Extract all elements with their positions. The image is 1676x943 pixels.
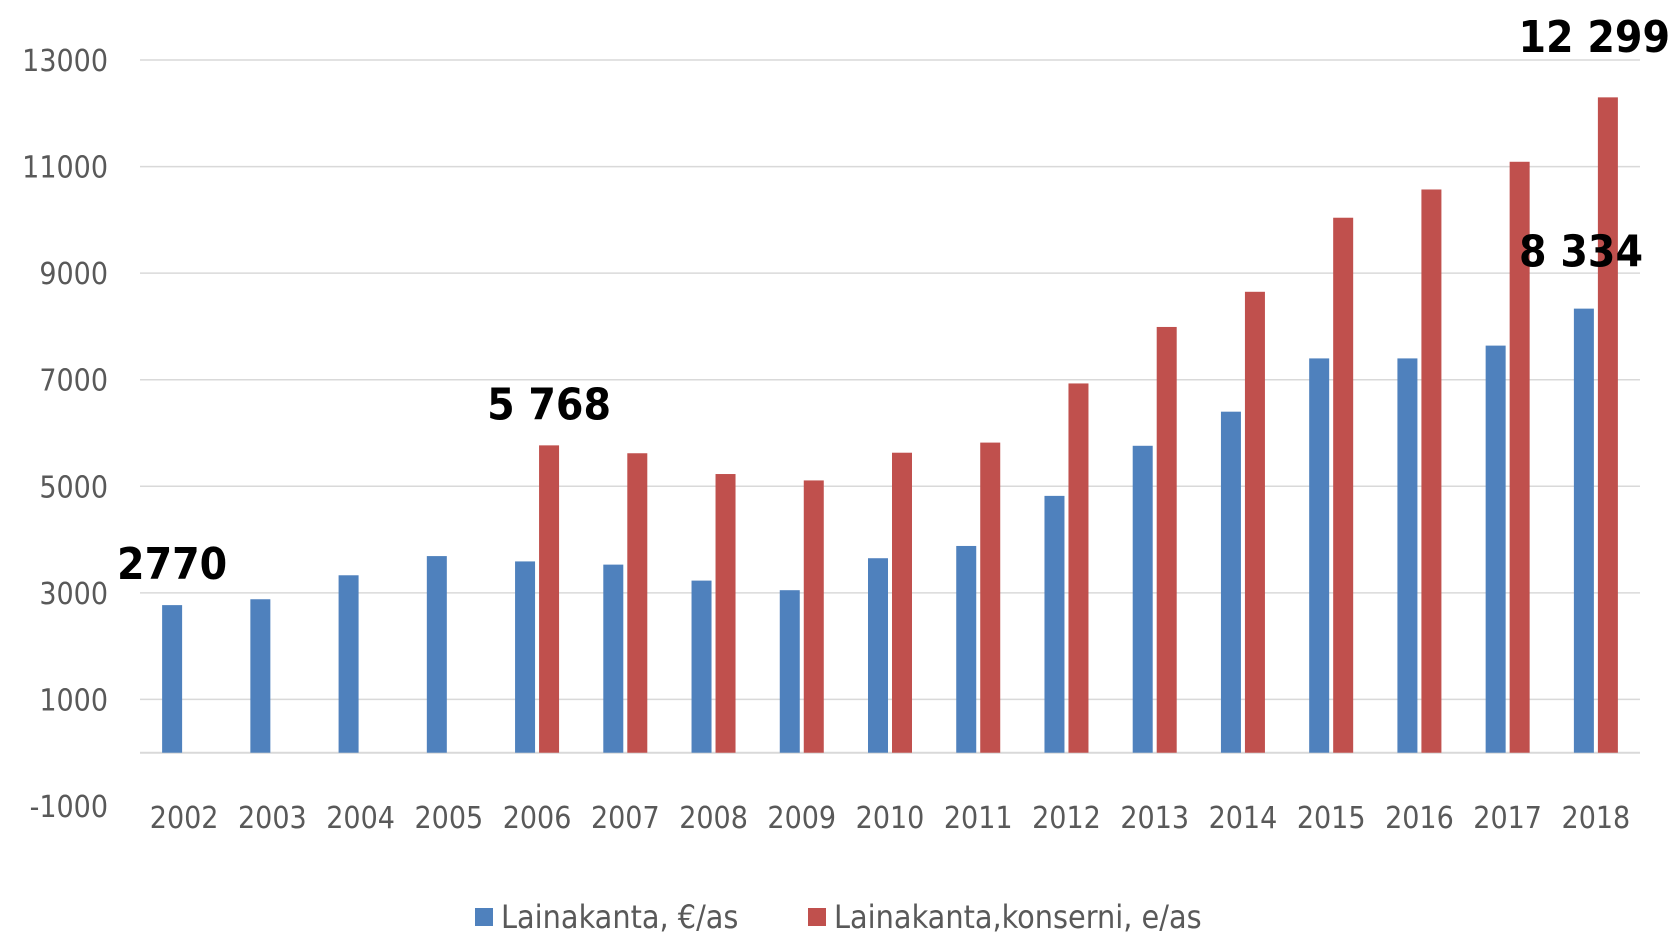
- bar-lainakanta-2004: [338, 575, 359, 753]
- data-label: 8 334: [1519, 227, 1643, 278]
- y-axis-ticks: 13000 11000 9000 7000 5000 3000 1000 -1000: [22, 44, 108, 825]
- x-tick-label: 2013: [1120, 801, 1189, 836]
- x-tick-label: 2015: [1297, 801, 1366, 836]
- bar-lainakanta-2013: [1132, 445, 1153, 753]
- bar-lainakanta-konserni-2010: [892, 452, 912, 753]
- bar-lainakanta-konserni-2012: [1068, 383, 1089, 753]
- bar-lainakanta-konserni-2018: [1597, 97, 1618, 753]
- x-tick-label: 2017: [1473, 801, 1542, 836]
- y-tick-label: 1000: [39, 683, 108, 718]
- y-tick-label: 7000: [39, 364, 108, 399]
- x-tick-label: 2002: [150, 801, 219, 836]
- x-tick-label: 2010: [856, 801, 925, 836]
- bar-lainakanta-2014: [1220, 411, 1241, 753]
- bar-lainakanta-2018: [1573, 308, 1594, 753]
- bar-lainakanta-konserni-2017: [1509, 161, 1530, 753]
- bar-lainakanta-konserni-2011: [980, 442, 1001, 753]
- bar-lainakanta-konserni-2016: [1421, 189, 1442, 753]
- bar-lainakanta-konserni-2007: [627, 453, 648, 753]
- y-tick-label: 9000: [39, 257, 108, 292]
- x-tick-label: 2014: [1209, 801, 1278, 836]
- bar-lainakanta-konserni-2013: [1156, 326, 1177, 753]
- y-tick-label: 5000: [39, 470, 108, 505]
- bar-lainakanta-2005: [426, 556, 447, 753]
- bar-lainakanta-2002: [162, 605, 183, 753]
- bar-lainakanta-konserni-2008: [715, 474, 736, 753]
- bar-lainakanta-konserni-2006: [539, 445, 560, 753]
- y-tick-label: 3000: [39, 577, 108, 612]
- legend-swatch-series-2: [808, 908, 826, 926]
- bar-lainakanta-2009: [779, 590, 800, 753]
- x-tick-label: 2008: [679, 801, 748, 836]
- legend-swatch-series-1: [475, 908, 493, 926]
- bar-lainakanta-2011: [956, 545, 977, 753]
- x-tick-label: 2009: [767, 801, 836, 836]
- x-tick-label: 2018: [1562, 801, 1631, 836]
- x-tick-label: 2005: [414, 801, 483, 836]
- x-tick-label: 2016: [1385, 801, 1454, 836]
- bar-lainakanta-2017: [1485, 345, 1506, 753]
- data-label: 12 299: [1519, 12, 1671, 63]
- data-label: 5 768: [487, 379, 611, 430]
- y-tick-label: 11000: [22, 151, 108, 186]
- bar-lainakanta-konserni-2015: [1333, 217, 1354, 753]
- data-label: 2770: [117, 539, 227, 590]
- x-tick-label: 2007: [591, 801, 660, 836]
- bar-lainakanta-2008: [691, 580, 712, 753]
- y-tick-label: -1000: [30, 790, 108, 825]
- bar-lainakanta-2003: [250, 599, 271, 753]
- bar-lainakanta-konserni-2009: [803, 480, 824, 753]
- bar-lainakanta-2007: [603, 564, 624, 753]
- legend: Lainakanta, €/as Lainakanta,konserni, e/…: [475, 898, 1202, 936]
- bar-lainakanta-2015: [1309, 358, 1330, 753]
- bar-lainakanta-2016: [1397, 358, 1418, 753]
- bar-lainakanta-konserni-2014: [1244, 291, 1265, 753]
- bars: [162, 97, 1618, 753]
- legend-label-series-1: Lainakanta, €/as: [501, 898, 738, 936]
- x-tick-label: 2003: [238, 801, 307, 836]
- gridlines: [140, 59, 1640, 754]
- y-tick-label: 13000: [22, 44, 108, 79]
- data-labels: 2770 5 768 12 299 8 334: [117, 12, 1670, 590]
- x-tick-label: 2011: [944, 801, 1013, 836]
- legend-label-series-2: Lainakanta,konserni, e/as: [834, 898, 1202, 936]
- x-axis-ticks: 2002 2003 2004 2005 2006 2007 2008 2009 2010 2011…: [150, 801, 1630, 836]
- bar-lainakanta-2006: [515, 561, 536, 753]
- bar-lainakanta-2010: [868, 558, 888, 753]
- x-tick-label: 2006: [503, 801, 572, 836]
- bar-lainakanta-2012: [1044, 495, 1065, 753]
- x-tick-label: 2004: [326, 801, 395, 836]
- x-tick-label: 2012: [1032, 801, 1101, 836]
